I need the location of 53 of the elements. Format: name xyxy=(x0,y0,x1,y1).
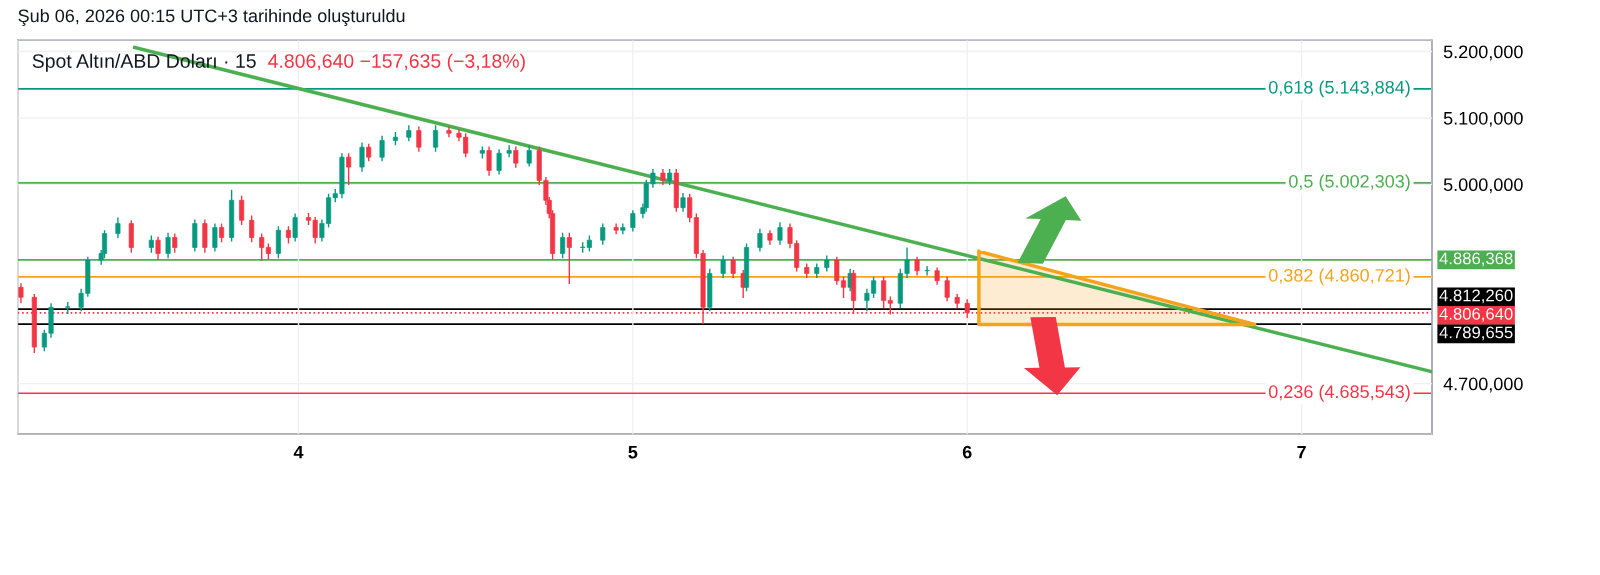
candlestick xyxy=(620,223,626,235)
candlestick xyxy=(292,213,298,242)
candlestick xyxy=(600,223,606,245)
candlestick xyxy=(416,126,422,152)
candlestick xyxy=(165,232,171,259)
candlestick xyxy=(249,215,255,243)
ref-line-label: 4.886,368 xyxy=(1439,252,1513,267)
y-tick-label: 5.200,000 xyxy=(1443,45,1523,61)
candlestick xyxy=(944,276,950,302)
candlestick xyxy=(513,146,519,168)
candlestick xyxy=(613,223,619,235)
candlestick xyxy=(115,217,121,239)
ref-line-label: 0,382 (4.860,721) xyxy=(1268,268,1410,286)
y-tick-label: 5.100,000 xyxy=(1443,111,1523,127)
candlestick xyxy=(128,220,134,253)
candlestick xyxy=(18,283,24,304)
candlestick xyxy=(496,149,502,175)
candlestick xyxy=(379,135,385,162)
candlestick xyxy=(924,266,930,276)
candlestick xyxy=(433,125,439,152)
text: 4.806,640 −157,635 (−3,18%) xyxy=(268,53,525,72)
x-tick-label: 7 xyxy=(1297,445,1306,459)
x-tick-label: 4 xyxy=(293,445,304,459)
candlestick xyxy=(359,142,365,172)
ref-line-label: 4.806,640 xyxy=(1439,308,1513,322)
candlestick xyxy=(155,236,161,260)
candlestick xyxy=(446,126,452,138)
x-tick-label: 6 xyxy=(962,445,972,459)
candlestick xyxy=(346,153,352,186)
candlestick xyxy=(275,226,281,259)
ref-line-label: 0,5 (5.002,303) xyxy=(1289,174,1410,192)
ref-line-label: 4.812,260 xyxy=(1439,289,1513,304)
ref-line-label: 4.789,655 xyxy=(1439,326,1513,341)
ref-line-label: 0,618 (5.143,884) xyxy=(1268,80,1410,98)
candlestick xyxy=(777,222,783,245)
y-tick-label: 4.700,000 xyxy=(1443,377,1523,393)
x-tick-label: 5 xyxy=(628,445,638,459)
candlestick xyxy=(730,256,736,279)
candlestick xyxy=(560,232,566,259)
candlestick xyxy=(566,232,572,285)
candlestick xyxy=(630,210,636,232)
candlestick xyxy=(212,223,218,252)
candlestick xyxy=(239,195,245,225)
candlestick xyxy=(202,219,208,253)
candlestick xyxy=(757,228,763,252)
y-tick-label: 5.000,000 xyxy=(1443,178,1523,194)
ref-line-label: 0,236 (4.685,543) xyxy=(1268,384,1410,402)
candlestick xyxy=(486,146,492,176)
candlestick xyxy=(526,145,532,167)
text: Şub 06, 2026 00:15 UTC+3 tarihinde oluşturuldu xyxy=(18,8,405,26)
candlestick xyxy=(192,219,198,252)
candlestick xyxy=(720,255,726,279)
candlestick xyxy=(506,145,512,158)
